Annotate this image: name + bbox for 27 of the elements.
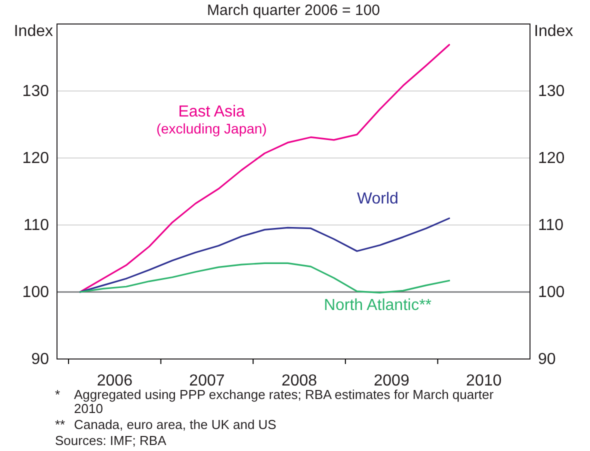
text: ** Canada, euro area, the UK and US	[55, 417, 277, 432]
x-tick-label: 2007	[189, 372, 225, 390]
source-note: Sources: IMF; RBA	[55, 433, 167, 448]
y2-tick-label: 110	[538, 217, 564, 234]
y-tick-label: 90	[31, 351, 50, 368]
y2-tick-label: 90	[538, 351, 556, 368]
y2-tick-label: 130	[538, 83, 565, 100]
y2-tick-label: 100	[538, 284, 565, 302]
y-tick-label: 120	[22, 150, 50, 168]
y2-tick-label: 120	[538, 150, 565, 168]
x-tick-label: 2009	[374, 372, 410, 390]
y-tick-label: 130	[22, 83, 50, 100]
line-series	[79, 218, 450, 293]
x-tick-label: 2010	[466, 372, 502, 390]
text: * Aggregated using PPP exchange rates; RBA estimates for March quarter 2010	[55, 387, 494, 416]
line-series	[79, 44, 450, 293]
line-series	[79, 262, 450, 294]
series-label: World	[356, 190, 398, 208]
y-tick-label: 110	[23, 217, 50, 234]
y-axis-title: Index	[14, 23, 53, 40]
chart-subtitle: March quarter 2006 = 100	[206, 2, 380, 19]
y2-axis-title: Index	[534, 23, 574, 40]
x-tick-label: 2008	[281, 372, 318, 390]
x-tick-label: 2006	[96, 372, 133, 390]
y-tick-label: 100	[22, 284, 50, 302]
series-label: East Asia (excluding Japan)	[156, 103, 267, 136]
series-label: North Atlantic**	[324, 297, 432, 314]
